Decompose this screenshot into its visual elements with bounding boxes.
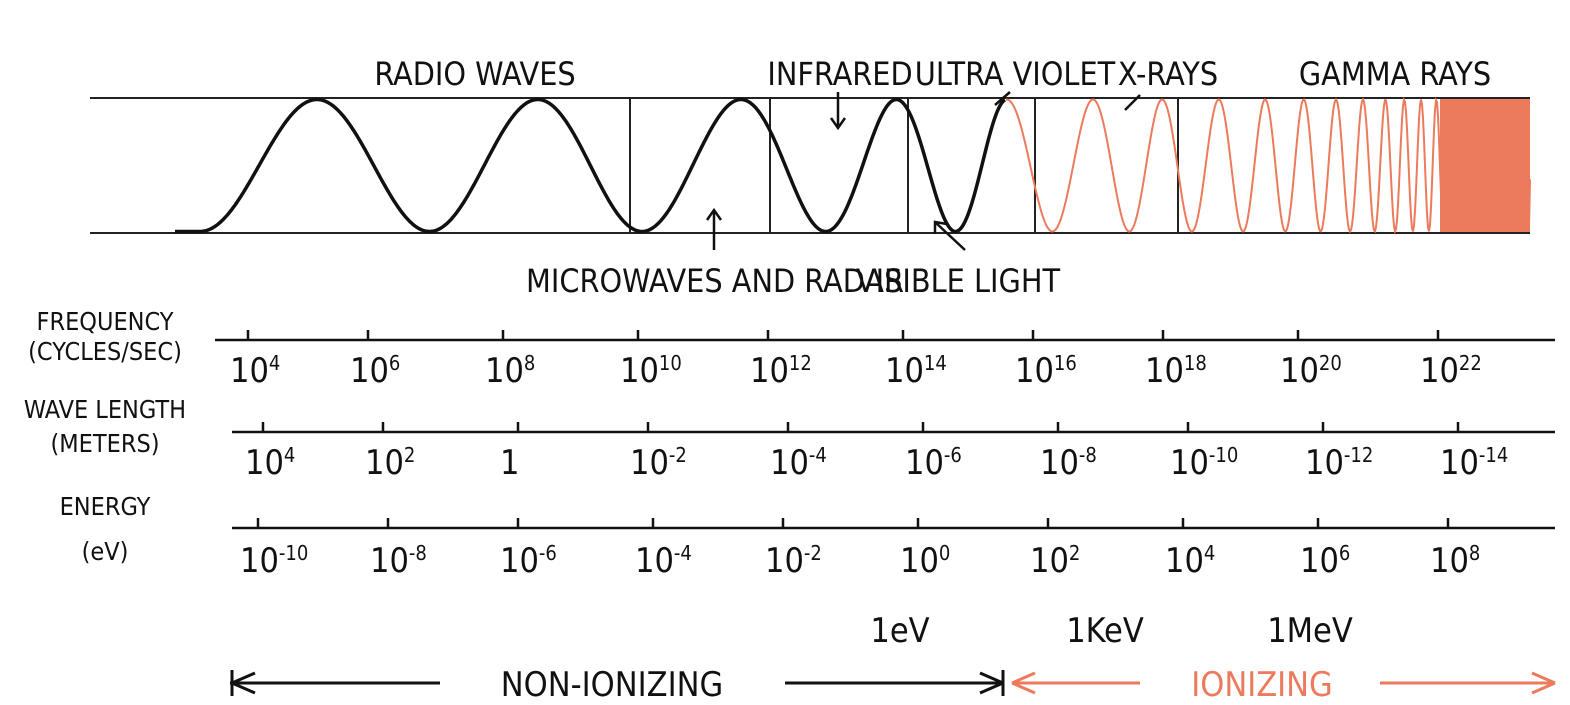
tick-label: 1014 bbox=[885, 351, 947, 391]
energy-unit: 1eV bbox=[870, 611, 929, 651]
tick-label: 1020 bbox=[1280, 351, 1342, 391]
band-label: MICROWAVES AND RADAR bbox=[526, 262, 904, 300]
band-label: VISIBLE LIGHT bbox=[856, 262, 1061, 300]
band-label: GAMMA RAYS bbox=[1299, 55, 1491, 93]
tick-label: 102 bbox=[365, 443, 415, 483]
scales: FREQUENCY (CYCLES/SEC) 104 106 108 1010 1012 10… bbox=[24, 307, 1555, 581]
tick-label: 1010 bbox=[620, 351, 682, 391]
tick-label: 1022 bbox=[1420, 351, 1482, 391]
pointer-arrows bbox=[705, 91, 1141, 251]
tick-label: 10-6 bbox=[500, 541, 557, 581]
tick-label: 10-10 bbox=[240, 541, 308, 581]
scale-label: FREQUENCY (CYCLES/SEC) bbox=[28, 307, 182, 366]
tick-label: 1012 bbox=[750, 351, 812, 391]
tick-label: 10-4 bbox=[770, 443, 827, 483]
tick-label: 104 bbox=[230, 351, 280, 391]
energy-unit: 1MeV bbox=[1267, 611, 1353, 651]
energy-unit: 1KeV bbox=[1066, 611, 1144, 651]
tick-label: 10-12 bbox=[1305, 443, 1373, 483]
region-label: NON-IONIZING bbox=[501, 665, 723, 705]
band-label: X-RAYS bbox=[1118, 55, 1218, 93]
region-label: IONIZING bbox=[1191, 665, 1333, 705]
tick-label: 10-8 bbox=[1040, 443, 1097, 483]
tick-label: 108 bbox=[485, 351, 535, 391]
band-label: ULTRA VIOLET bbox=[915, 55, 1116, 93]
scale-label: ENERGY (eV) bbox=[60, 492, 151, 566]
wave bbox=[175, 96, 1531, 235]
tick-label: 10-8 bbox=[370, 541, 427, 581]
tick-label: 10-2 bbox=[630, 443, 687, 483]
band-label: RADIO WAVES bbox=[374, 55, 575, 93]
tick-label: 10-14 bbox=[1440, 443, 1508, 483]
tick-label: 106 bbox=[1300, 541, 1350, 581]
tick-label: 10-6 bbox=[905, 443, 962, 483]
tick-label: 10-10 bbox=[1170, 443, 1238, 483]
tick-label: 106 bbox=[350, 351, 400, 391]
tick-label: 10-2 bbox=[765, 541, 822, 581]
tick-label: 1 bbox=[500, 443, 519, 483]
tick-label: 1018 bbox=[1145, 351, 1207, 391]
tick-label: 108 bbox=[1430, 541, 1480, 581]
tick-label: 10-4 bbox=[635, 541, 692, 581]
tick-label: 100 bbox=[900, 541, 950, 581]
wave-dense bbox=[1440, 99, 1530, 232]
region-arrows bbox=[230, 670, 1556, 696]
tick-label: 1016 bbox=[1015, 351, 1077, 391]
scale-label: WAVE LENGTH (METERS) bbox=[24, 395, 186, 458]
tick-label: 102 bbox=[1030, 541, 1080, 581]
band-label: INFRARED bbox=[767, 55, 912, 93]
tick-label: 104 bbox=[1165, 541, 1215, 581]
wave-nonionizing bbox=[175, 97, 1006, 234]
tick-label: 104 bbox=[245, 443, 295, 483]
